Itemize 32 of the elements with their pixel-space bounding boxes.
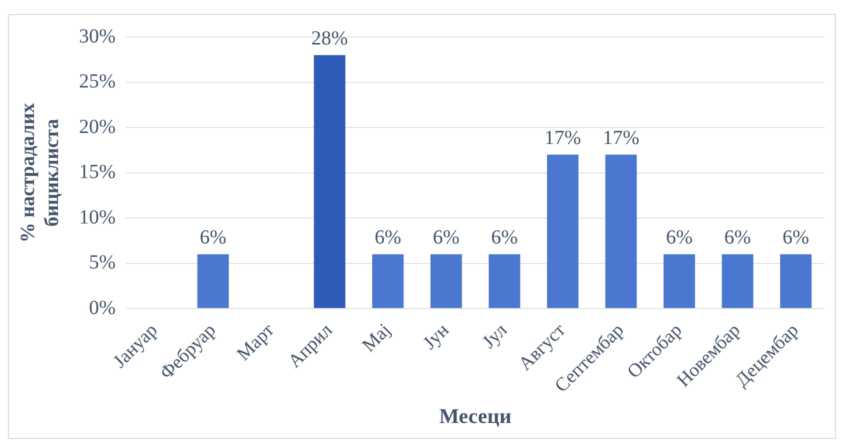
bar: [547, 154, 578, 308]
bar: [780, 254, 812, 308]
data-label: 6%: [724, 226, 751, 248]
bar: [488, 254, 520, 308]
y-tick-label: 10%: [78, 206, 116, 228]
bar: [722, 254, 754, 308]
data-label: 6%: [374, 226, 402, 248]
x-axis-title: Месеци: [439, 404, 512, 428]
data-label: 17%: [602, 126, 640, 149]
data-label: 6%: [432, 226, 460, 248]
data-label: 6%: [782, 226, 810, 248]
y-axis-title: % настрадалих бициклиста: [17, 102, 64, 243]
data-label: 6%: [666, 226, 693, 248]
data-label: 6%: [200, 226, 226, 248]
bar: [197, 254, 229, 308]
y-tick-label: 30%: [78, 25, 116, 48]
data-label: 6%: [491, 226, 518, 248]
y-tick-label: 20%: [78, 116, 116, 138]
y-tick-label: 15%: [78, 161, 116, 184]
bar: [372, 254, 404, 308]
bar: [605, 154, 637, 308]
data-label: 17%: [544, 126, 582, 149]
x-tick-label: Јун: [419, 320, 454, 354]
bar: [664, 254, 696, 308]
y-tick-label: 25%: [78, 70, 116, 93]
x-tick-label: Јул: [478, 319, 512, 353]
bar: [430, 254, 462, 308]
y-tick-label: 0%: [88, 296, 116, 319]
data-label: 28%: [311, 27, 348, 50]
y-tick-label: 5%: [88, 252, 116, 274]
bar: [314, 55, 346, 308]
x-tick-label: Мај: [358, 320, 395, 356]
